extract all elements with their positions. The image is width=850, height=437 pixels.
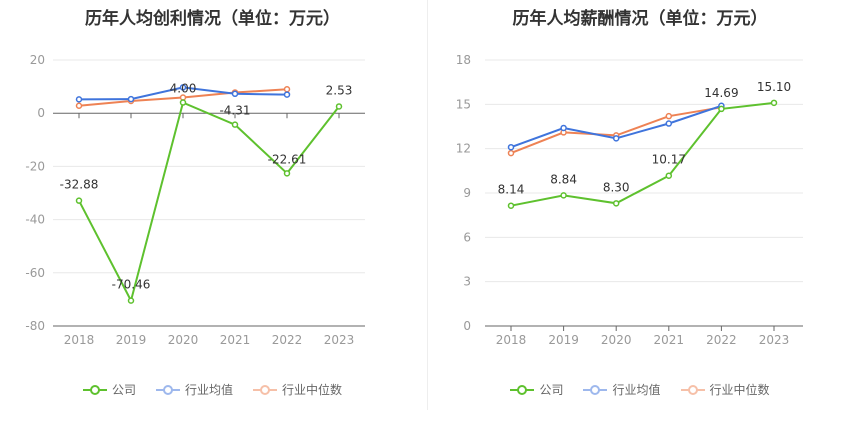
legend-swatch	[253, 383, 277, 397]
series-line	[510, 106, 722, 155]
data-point	[231, 90, 239, 98]
legend-swatch	[82, 383, 107, 397]
data-label: -4.31	[219, 104, 250, 118]
y-tick-label: 9	[463, 186, 471, 200]
data-point	[75, 102, 83, 110]
data-point	[127, 95, 135, 103]
y-tick-label: -40	[25, 213, 45, 227]
legend: 公司 行业均值 行业中位数	[0, 381, 425, 398]
legend-item[interactable]: 行业中位数	[680, 381, 770, 398]
legend-item[interactable]: 公司	[510, 381, 563, 398]
x-tick-label: 2020	[601, 333, 632, 347]
data-point	[507, 143, 515, 151]
y-tick-label: -60	[25, 266, 45, 280]
legend-swatch	[510, 383, 535, 397]
data-label: 4.00	[170, 82, 197, 96]
y-tick-label: 6	[463, 230, 471, 244]
legend-label: 公司	[111, 383, 136, 397]
data-point	[665, 120, 673, 127]
chart-panel-salary-per-capita: 历年人均薪酬情况（单位：万元） 18 15 12 9 6 3 0 2018 2019 2020 20…	[430, 0, 850, 437]
data-point	[283, 91, 291, 98]
chart-panel-profit-per-capita: 历年人均创利情况（单位：万元） 20 0 -20 -40 -60 -80 2018 2019 2…	[0, 9, 425, 398]
plot-area: 20 0 -20 -40 -60 -80 2018 2019 2020 2021 2022 2023 -…	[25, 53, 365, 347]
data-point	[231, 121, 239, 128]
legend: 公司 行业均值 行业中位数	[430, 381, 850, 398]
data-label: 14.69	[704, 86, 738, 100]
data-point	[75, 197, 83, 204]
data-point	[283, 86, 291, 93]
data-point	[560, 192, 567, 199]
data-point	[665, 112, 673, 120]
x-tick-label: 2018	[496, 333, 527, 347]
legend-item[interactable]: 行业均值	[155, 381, 233, 398]
panel-divider	[427, 0, 428, 410]
y-tick-label: 0	[37, 106, 45, 120]
series-line	[78, 101, 340, 304]
data-point	[770, 99, 778, 107]
x-tick-label: 2020	[168, 333, 199, 347]
data-point	[179, 84, 187, 91]
x-tick-label: 2021	[654, 333, 685, 347]
x-tick-label: 2019	[116, 333, 147, 347]
data-label: -70.46	[112, 278, 151, 292]
y-tick-label: 12	[456, 142, 471, 156]
legend-item[interactable]: 行业中位数	[253, 381, 342, 398]
data-point	[127, 297, 135, 304]
y-tick-label: 15	[456, 97, 471, 111]
legend-swatch	[583, 383, 608, 397]
legend-label: 公司	[539, 383, 564, 397]
data-point	[507, 202, 515, 209]
data-label: -22.61	[268, 152, 307, 166]
legend-label: 行业均值	[612, 383, 661, 397]
data-label: 15.10	[757, 80, 791, 94]
x-tick-label: 2023	[324, 333, 355, 347]
data-point	[507, 149, 515, 157]
data-label: 8.84	[550, 172, 577, 186]
data-point	[612, 135, 620, 142]
data-label: -32.88	[60, 178, 99, 192]
data-point	[718, 105, 725, 113]
y-tick-label: 3	[463, 275, 471, 289]
data-label: 8.30	[603, 180, 630, 194]
data-point	[560, 124, 567, 132]
data-point	[335, 103, 343, 110]
x-tick-label: 2021	[220, 333, 251, 347]
data-label: 2.53	[326, 83, 353, 97]
y-tick-label: 18	[456, 53, 471, 67]
data-point	[283, 170, 291, 177]
y-tick-label: -20	[25, 159, 45, 173]
legend-item[interactable]: 行业均值	[583, 381, 661, 398]
legend-label: 行业均值	[184, 383, 233, 397]
x-tick-label: 2018	[64, 333, 95, 347]
data-point	[179, 94, 187, 101]
data-point	[75, 96, 83, 103]
data-point	[665, 172, 673, 179]
data-point	[179, 99, 187, 106]
plot-area: 18 15 12 9 6 3 0 2018 2019 2020 2021 2022 2023 8.14 8.…	[456, 53, 803, 347]
x-tick-label: 2023	[759, 333, 790, 347]
legend-item[interactable]: 公司	[82, 381, 136, 398]
legend-label: 行业中位数	[282, 383, 343, 397]
data-label: 8.14	[498, 183, 525, 197]
legend-swatch	[155, 383, 180, 397]
legend-swatch	[680, 383, 705, 397]
y-tick-label: 0	[463, 319, 471, 333]
x-tick-label: 2022	[272, 333, 303, 347]
y-tick-label: 20	[30, 53, 45, 67]
series-line	[510, 101, 775, 207]
data-point	[612, 200, 620, 207]
chart-title: 历年人均薪酬情况（单位：万元）	[512, 9, 768, 29]
legend-label: 行业中位数	[709, 383, 770, 397]
x-tick-label: 2019	[548, 333, 579, 347]
data-label: 10.17	[652, 153, 686, 167]
chart-title: 历年人均创利情况（单位：万元）	[85, 9, 340, 29]
x-tick-label: 2022	[706, 333, 737, 347]
y-tick-label: -80	[25, 319, 45, 333]
